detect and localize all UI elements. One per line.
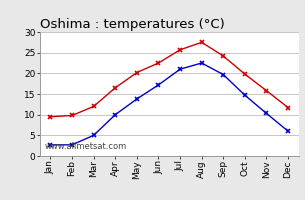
- Text: www.allmetsat.com: www.allmetsat.com: [45, 142, 127, 151]
- Text: Oshima : temperatures (°C): Oshima : temperatures (°C): [40, 18, 224, 31]
